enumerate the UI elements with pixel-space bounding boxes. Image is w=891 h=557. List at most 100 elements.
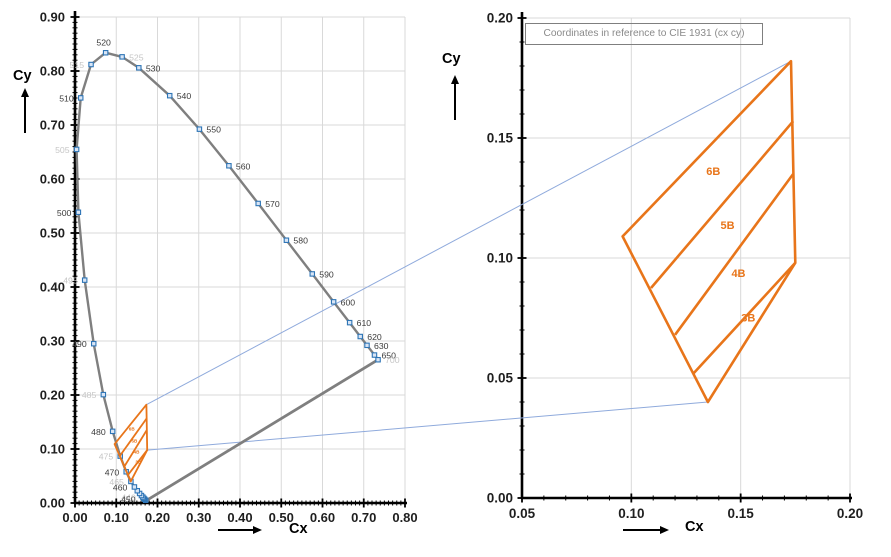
bin-region-small: 6B 5B 4B 3B	[113, 403, 149, 483]
wavelength-marker	[255, 200, 261, 207]
wavelength-label: 490	[72, 339, 87, 349]
y-tick-label: 0.50	[40, 226, 65, 241]
y-tick-label: 0.60	[40, 172, 65, 187]
wavelength-marker	[102, 49, 109, 56]
wavelength-label: 495	[63, 276, 78, 286]
wavelength-marker	[119, 54, 125, 60]
bin-label: 6B	[706, 166, 720, 178]
wavelength-marker	[100, 391, 107, 398]
wavelength-label: 630	[374, 341, 389, 351]
bin-label: 3B	[741, 313, 755, 325]
bin-label: 6B	[129, 426, 136, 431]
right-cx-arrow-icon-head	[660, 526, 669, 534]
bin-divider-line	[127, 449, 148, 476]
bin-region-outline	[621, 59, 797, 404]
wavelength-marker	[309, 271, 316, 277]
wavelength-label: 570	[265, 199, 280, 209]
y-tick-label: 0.05	[487, 371, 514, 386]
x-tick-label: 0.20	[837, 506, 863, 521]
wavelength-label: 465	[109, 477, 124, 487]
wavelength-marker	[136, 65, 142, 71]
wavelength-marker	[357, 333, 363, 340]
bin-divider-line	[123, 429, 148, 467]
wavelength-marker	[346, 319, 353, 326]
x-tick-label: 0.10	[104, 510, 129, 525]
wavelength-marker	[109, 428, 116, 435]
wavelength-label: 620	[367, 332, 382, 342]
x-tick-label: 0.30	[186, 510, 211, 525]
wavelength-label: 610	[357, 318, 372, 328]
y-tick-label: 0.10	[40, 442, 65, 457]
y-tick-label: 0.15	[487, 131, 514, 146]
y-tick-label: 0.20	[487, 11, 513, 26]
wavelength-label: 485	[82, 390, 97, 400]
wavelength-marker	[375, 356, 381, 363]
y-tick-label: 0.00	[40, 496, 65, 511]
wavelength-label: 505	[55, 145, 70, 155]
wavelength-marker	[196, 126, 203, 132]
bin-divider-line	[674, 173, 795, 336]
wavelength-marker	[166, 92, 173, 99]
wavelength-marker	[88, 61, 94, 68]
right-chart-x-axis-title: Cx	[685, 519, 704, 535]
right-cy-arrow-icon-head	[451, 75, 459, 84]
y-tick-label: 0.10	[487, 251, 513, 266]
wavelength-label: 520	[96, 38, 111, 48]
wavelength-label: 590	[319, 269, 334, 279]
wavelength-marker	[73, 146, 80, 153]
left-cx-arrow-icon-head	[253, 526, 262, 534]
wavelength-label: 515	[70, 60, 85, 70]
reference-note-box: Coordinates in reference to CIE 1931 (cx…	[525, 23, 763, 45]
bin-label: 4B	[134, 449, 141, 454]
line-of-purples	[145, 358, 379, 502]
wavelength-label: 560	[236, 161, 251, 171]
x-tick-label: 0.70	[351, 510, 376, 525]
wavelength-marker	[131, 484, 138, 490]
wavelength-label: 470	[105, 467, 120, 477]
y-tick-label: 0.40	[40, 280, 65, 295]
cie-1931-chromaticity-diagram: 0.00 0.10 0.20 0.30 0.40 0.50 0.60 0.70 0.80 0.00…	[40, 10, 418, 526]
zoom-connector-line	[147, 401, 708, 451]
y-tick-label: 0.80	[40, 64, 65, 79]
bin-divider-line	[119, 417, 148, 457]
bin-label: 4B	[731, 268, 745, 280]
y-tick-label: 0.70	[40, 118, 65, 133]
x-tick-label: 0.00	[62, 510, 87, 525]
x-tick-label: 0.10	[618, 506, 644, 521]
wavelength-label: 480	[91, 427, 106, 437]
wavelength-label: 550	[206, 125, 221, 135]
bin-region-zoom-chart: 0.05 0.10 0.15 0.200.000.050.100.150.20	[487, 11, 863, 522]
bin-region-zoomed: 6B 5B 4B 3B	[621, 59, 797, 404]
wavelength-label: 540	[177, 91, 192, 101]
wavelength-marker	[90, 340, 97, 347]
wavelength-label: 580	[293, 236, 308, 246]
x-tick-label: 0.05	[509, 506, 536, 521]
left-chart-y-axis-title: Cy	[13, 68, 32, 84]
wavelength-marker	[364, 342, 370, 349]
wavelength-marker	[226, 163, 232, 169]
x-tick-label: 0.40	[227, 510, 252, 525]
x-tick-label: 0.15	[728, 506, 755, 521]
left-cy-arrow-icon-head	[21, 88, 29, 97]
x-tick-label: 0.20	[145, 510, 170, 525]
wavelength-label: 510	[59, 93, 74, 103]
wavelength-marker	[371, 352, 378, 358]
wavelength-marker	[283, 237, 290, 243]
bin-divider-line	[650, 120, 795, 289]
wavelength-label: 440	[121, 493, 136, 503]
wavelength-label: 600	[341, 297, 356, 307]
left-chart-x-axis-title: Cx	[289, 521, 308, 537]
y-tick-label: 0.20	[40, 388, 65, 403]
y-tick-label: 0.00	[487, 491, 513, 506]
x-tick-label: 0.60	[310, 510, 335, 525]
x-tick-label: 0.50	[269, 510, 294, 525]
wavelength-label: 530	[146, 63, 161, 73]
x-tick-label: 0.80	[392, 510, 417, 525]
wavelength-label: 700	[385, 355, 400, 365]
wavelength-marker	[77, 95, 84, 101]
wavelength-label: 650	[381, 351, 396, 361]
wavelength-label: 450	[121, 494, 136, 504]
wavelength-marker	[75, 209, 82, 216]
